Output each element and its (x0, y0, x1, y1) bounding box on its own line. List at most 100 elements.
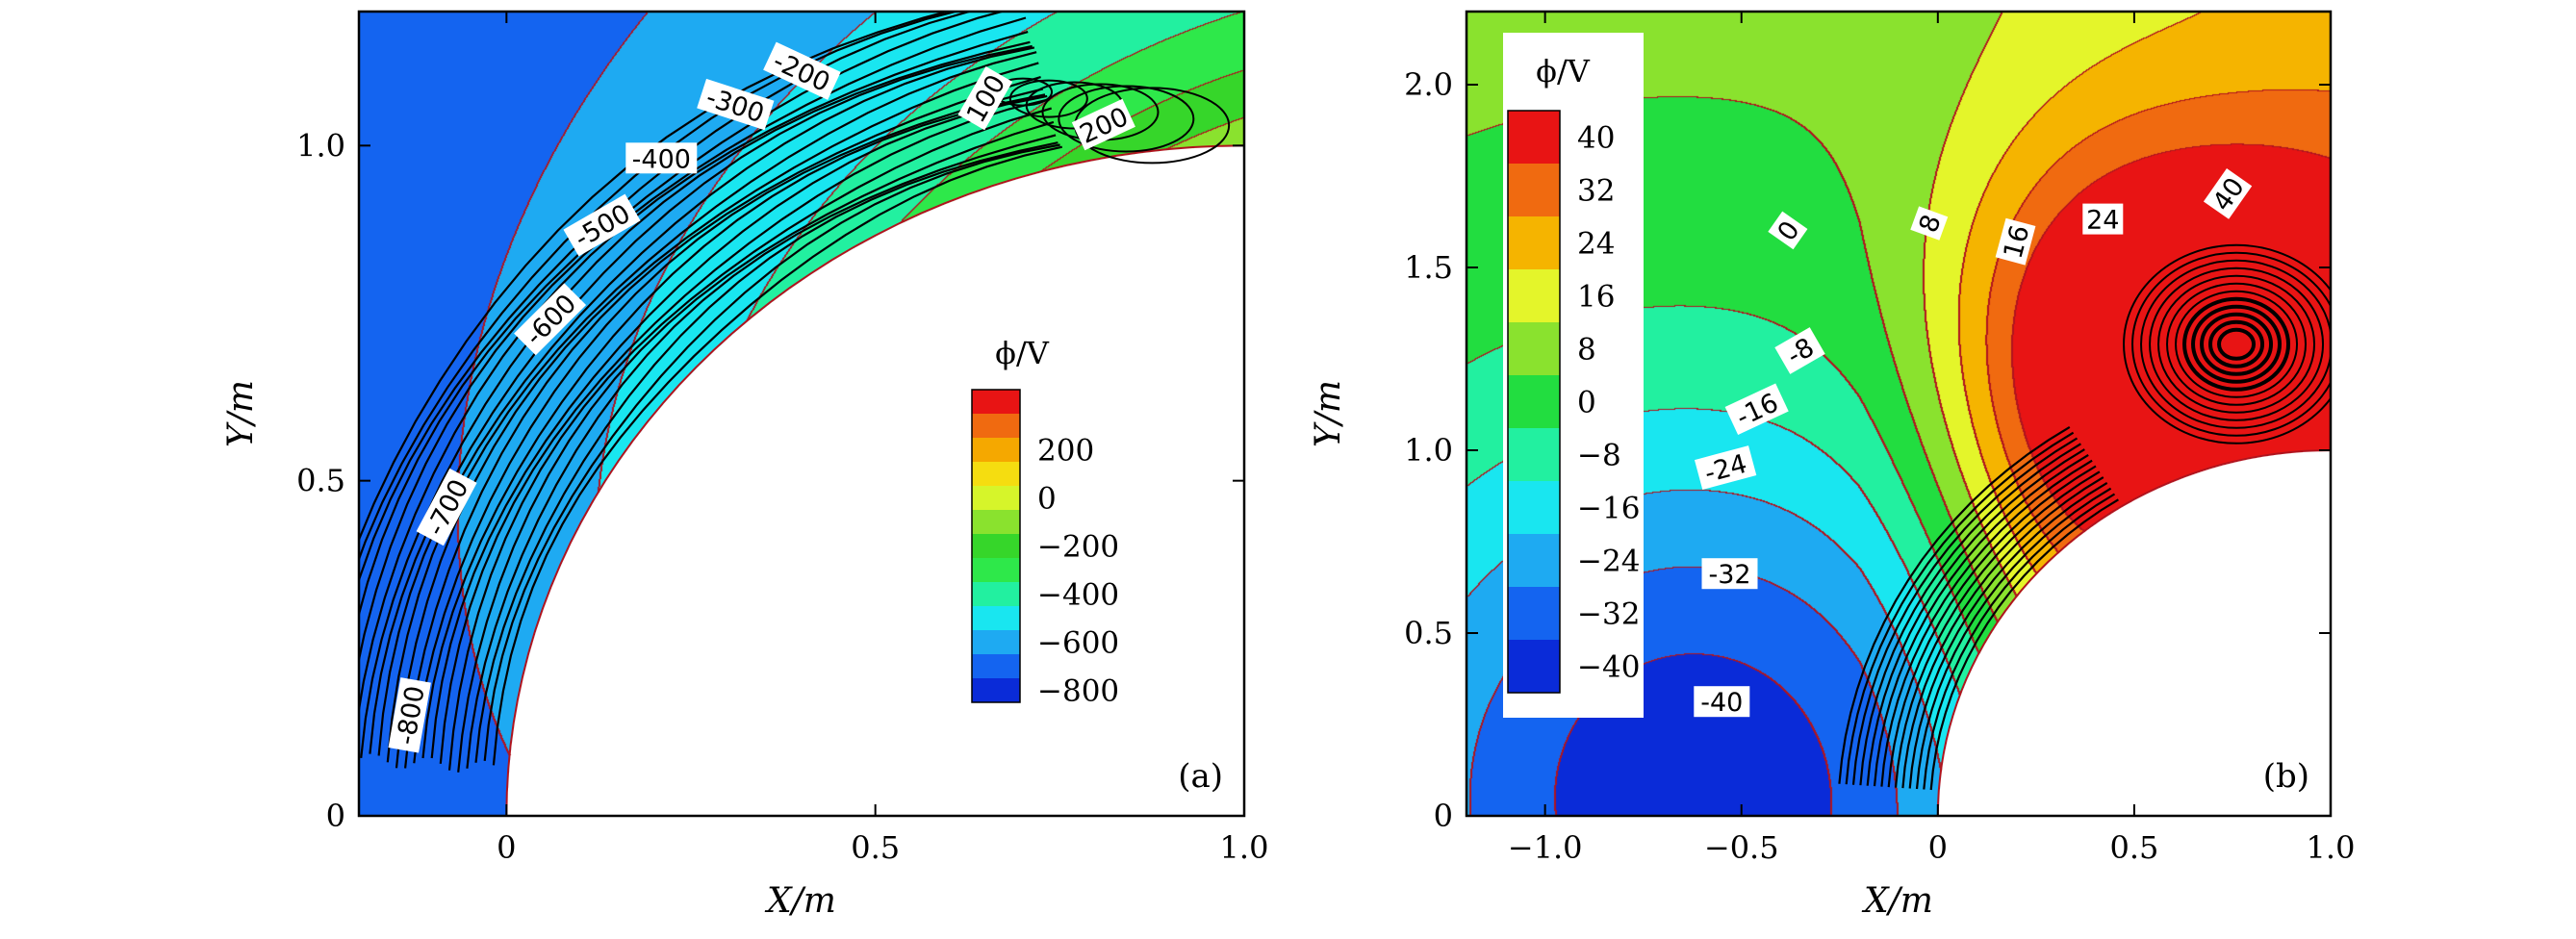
streamline (359, 12, 952, 543)
colorbar-outline (971, 389, 1021, 703)
contour-label: -40 (1694, 686, 1750, 718)
panel-b-streamlines (1838, 243, 2331, 791)
y-tick-label: 0.5 (1404, 615, 1453, 651)
panel-b-y-axis-label: Y/m (1309, 380, 1348, 447)
colorbar-tick-label: −32 (1577, 597, 1640, 632)
streamline (1894, 470, 2101, 788)
streamline-vortex (1008, 79, 1088, 118)
colorbar-title: ϕ/V (995, 335, 1050, 371)
contour-label-bg (697, 78, 775, 131)
streamline (404, 76, 1041, 769)
contour-label-bg (416, 468, 477, 546)
contour-label-text: -400 (632, 144, 691, 174)
colorbar-tick-label: −600 (1037, 626, 1119, 661)
y-tick-label: 0.5 (296, 463, 345, 499)
colorbar-swatch (972, 558, 1020, 582)
streamline (474, 141, 1058, 763)
streamline-vortex (2166, 282, 2308, 406)
streamline (421, 93, 1046, 759)
contour-label-bg (2082, 203, 2124, 235)
x-tick-label: 0 (1928, 829, 1948, 866)
y-tick-label: 1.0 (296, 127, 345, 164)
panel-b-obstacle-boundary (1936, 449, 2331, 816)
panel-a-ticks: 0 0.5 1.0 0 0.5 1.0 (296, 12, 1268, 866)
streamline-vortex (2123, 243, 2331, 444)
colorbar-swatch (1508, 428, 1560, 481)
streamline (377, 46, 1035, 756)
contour-label-bg (514, 283, 587, 356)
colorbar-swatch (1508, 640, 1560, 693)
streamline (1859, 443, 2081, 786)
colorbar-tick-label: 24 (1577, 227, 1615, 262)
contour-label-bg (388, 677, 431, 753)
x-tick-label: 0 (497, 829, 516, 866)
colorbar-swatch (1508, 375, 1560, 428)
contour-label-bg (2203, 168, 2253, 219)
contour-label-bg (1995, 217, 2036, 266)
x-tick-label: 1.0 (1220, 829, 1269, 866)
streamline (492, 145, 1063, 766)
x-tick-label: −0.5 (1704, 829, 1779, 866)
panel-b-frame (1465, 10, 2333, 818)
streamline (1901, 476, 2104, 789)
streamline (447, 107, 1053, 771)
streamline-vortex (2182, 296, 2291, 392)
contour-label: -32 (1701, 558, 1758, 590)
streamline-vortex (2140, 259, 2331, 429)
colorbar-swatch (1508, 111, 1560, 164)
x-tick-label: 0.5 (2109, 829, 2158, 866)
panel-a: -800-700-600-500-400-300-200 100 200 0 0.5 1… (221, 10, 1268, 921)
contour-label-bg (763, 41, 841, 100)
colorbar-swatch (972, 654, 1020, 678)
colorbar-swatch (972, 630, 1020, 654)
colorbar-tick-label: −16 (1577, 492, 1640, 526)
streamline (1929, 498, 2119, 791)
colorbar-swatch (972, 390, 1020, 414)
colorbar-tick-label: −8 (1577, 439, 1621, 473)
panel-a-frame (357, 10, 1246, 818)
x-tick-label: −1.0 (1508, 829, 1583, 866)
streamline (483, 143, 1060, 762)
streamline-vortex (1058, 85, 1195, 153)
colorbar-tick-label: 0 (1037, 482, 1057, 517)
panel-a-colorbar: ϕ/V −800 −600 −400 −200 0 200 (971, 335, 1119, 709)
colorbar-tick-label: 16 (1577, 280, 1615, 315)
colorbar-tick-label: −400 (1037, 578, 1119, 613)
panel-a-y-axis-label: Y/m (221, 380, 261, 447)
streamline (359, 12, 960, 563)
contour-label-bg (1768, 211, 1808, 250)
panel-a-label: (a) (1178, 757, 1223, 796)
contour-label-text: 24 (2086, 206, 2119, 236)
panel-b-x-axis-label: X/m (1861, 881, 1933, 921)
streamline (1923, 493, 2116, 790)
colorbar-swatch (972, 438, 1020, 462)
streamline-vortex (2200, 312, 2274, 376)
y-tick-label: 2.0 (1404, 66, 1453, 103)
colorbar-tick-label: −200 (1037, 530, 1119, 565)
streamline (430, 94, 1048, 759)
contour-label-bg (1774, 327, 1825, 374)
streamline (413, 88, 1044, 764)
contour-label: 8 (1910, 206, 1949, 241)
colorbar-tick-label: −800 (1037, 674, 1119, 709)
colorbar-swatch (1508, 587, 1560, 640)
streamline (1873, 453, 2089, 787)
colorbar-swatch (972, 414, 1020, 438)
colorbar-swatch (972, 534, 1020, 558)
y-tick-label: 0 (1434, 798, 1453, 834)
streamline (1866, 448, 2085, 786)
streamline (1845, 431, 2075, 785)
streamline (466, 134, 1057, 769)
colorbar-title: ϕ/V (1536, 53, 1591, 89)
y-tick-label: 1.5 (1404, 249, 1453, 286)
y-tick-label: 0 (326, 798, 345, 834)
contour-label-bg (1910, 206, 1949, 241)
panel-b-colorbar: ϕ/V −40 −32 −24 −16 −8 0 8 16 24 32 40 (1503, 33, 1644, 718)
contour-label-bg (1724, 383, 1789, 436)
contour-label-bg (1694, 686, 1750, 718)
streamline-vortex (2131, 251, 2331, 437)
colorbar-swatch (1508, 322, 1560, 375)
streamline (359, 16, 1027, 665)
streamline (1880, 459, 2093, 787)
